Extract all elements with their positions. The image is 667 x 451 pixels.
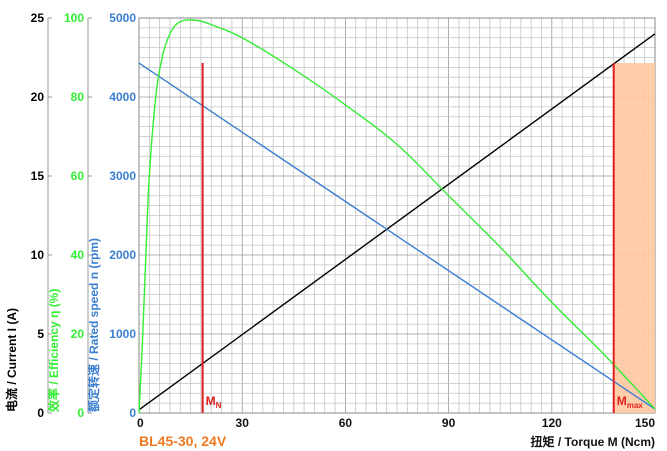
grid xyxy=(138,17,656,414)
x-tick-label: 30 xyxy=(236,416,250,430)
overload-region xyxy=(613,63,655,413)
current-tick-label: 0 xyxy=(37,406,44,420)
x-tick-label: 150 xyxy=(635,416,655,430)
current-line xyxy=(138,33,656,411)
speed-tick-label: 4000 xyxy=(109,90,136,104)
current-tick-label: 15 xyxy=(31,169,45,183)
axes: 0 30 60 90 120 150 扭矩 / Torque M (Ncm) 0 5 10 15 20… xyxy=(4,11,655,449)
current-tick-label: 20 xyxy=(31,90,45,104)
current-axis-label: 电流 / Current I (A) xyxy=(4,308,19,412)
speed-tick-label: 0 xyxy=(129,406,136,420)
speed-tick-label: 3000 xyxy=(109,169,136,183)
current-tick-label: 5 xyxy=(37,327,44,341)
torque-markers: MN Mmax xyxy=(201,63,643,413)
rated-torque-label: MN xyxy=(206,394,222,410)
efficiency-axis-label: 效率 / Efficiency η (%) xyxy=(46,289,61,412)
x-tick-label: 120 xyxy=(542,416,562,430)
model-label: BL45-30, 24V xyxy=(139,433,227,449)
x-axis-label: 扭矩 / Torque M (Ncm) xyxy=(531,434,655,449)
efficiency-curve xyxy=(138,19,656,414)
current-tick-label: 25 xyxy=(31,11,45,25)
x-tick-label: 60 xyxy=(339,416,353,430)
efficiency-tick-label: 0 xyxy=(77,406,84,420)
efficiency-tick-label: 80 xyxy=(71,90,85,104)
efficiency-tick-label: 20 xyxy=(71,327,85,341)
efficiency-tick-label: 40 xyxy=(71,248,85,262)
efficiency-tick-label: 100 xyxy=(64,11,84,25)
x-tick-label: 0 xyxy=(137,416,144,430)
efficiency-tick-label: 60 xyxy=(71,169,85,183)
speed-line xyxy=(138,62,656,410)
max-torque-region xyxy=(613,63,655,413)
speed-tick-label: 1000 xyxy=(109,327,136,341)
x-tick-label: 90 xyxy=(442,416,456,430)
current-tick-label: 10 xyxy=(31,248,45,262)
series-lines xyxy=(138,19,656,414)
speed-axis-label: 额定转速 / Rated speed n (rpm) xyxy=(86,238,101,412)
speed-tick-label: 2000 xyxy=(109,248,136,262)
speed-tick-label: 5000 xyxy=(109,11,136,25)
